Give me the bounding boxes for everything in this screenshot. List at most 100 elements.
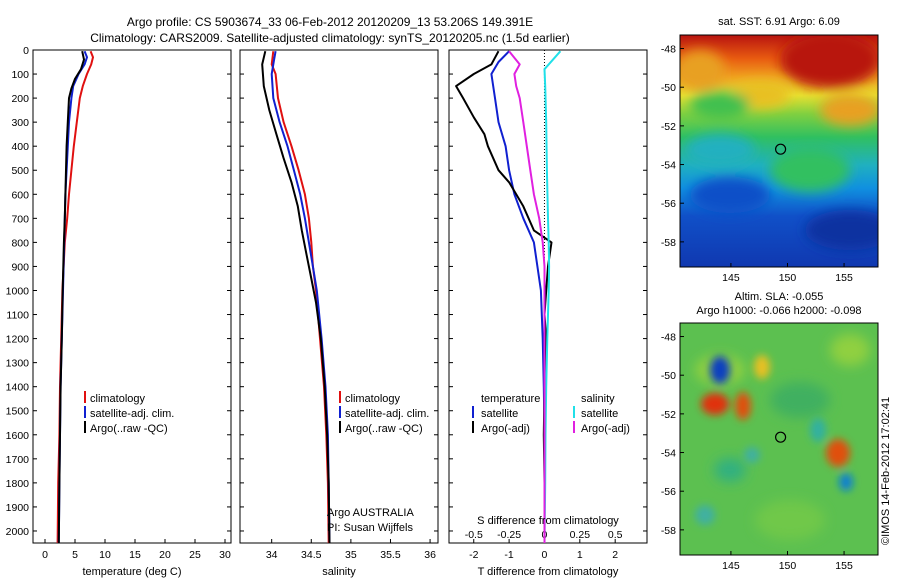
map-y-tick-label: -48 — [661, 332, 676, 344]
y-tick-label: 700 — [11, 213, 29, 225]
x-tick-label: 0 — [542, 549, 548, 561]
x-tick-label: 5 — [72, 549, 78, 561]
series-line-s-satellite — [543, 50, 562, 544]
legend-label-s-satellite: satellite — [581, 408, 618, 420]
map-y-tick-label: -54 — [661, 160, 676, 172]
sla-map-subtitle: Argo h1000: -0.066 h2000: -0.098 — [696, 305, 861, 317]
difference-plot: -2 -1 0 1 2-0.5 -0.25 0 0.25 0.5 — [449, 49, 647, 561]
series-line-t-satellite — [490, 50, 546, 543]
map-x-tick-label: 155 — [835, 560, 853, 572]
map-y-tick-label: -54 — [661, 448, 676, 460]
y-tick-label: 1900 — [6, 502, 30, 514]
top-x-tick-label: 0.25 — [570, 529, 591, 541]
x-tick-label: 36 — [424, 549, 436, 561]
figure-title-line1: Argo profile: CS 5903674_33 06-Feb-2012 … — [127, 15, 533, 29]
legend-label-climatology: climatology — [90, 393, 146, 405]
sst-heatmap — [680, 35, 878, 267]
legend-label-argo: Argo(..raw -QC) — [345, 423, 423, 435]
x-tick-label: 34 — [266, 549, 278, 561]
series-line-satellite-adj-clim — [270, 51, 331, 544]
salinity-xlabel: salinity — [322, 566, 356, 578]
sla-map-axes: 145 150 155 -48 -50 -52 -54 -56 -58 — [661, 332, 853, 572]
series-line-s-argo-adj — [508, 50, 546, 543]
x-tick-label: 35.5 — [380, 549, 401, 561]
salinity-panel: 34 34.5 35 35.5 36 salinity climatology sate… — [239, 49, 439, 578]
y-tick-label: 1500 — [6, 406, 30, 418]
sst-map-frame — [679, 34, 879, 268]
x-tick-label: 34.5 — [301, 549, 322, 561]
x-tick-label: -1 — [504, 549, 513, 561]
x-tick-label: 35 — [345, 549, 357, 561]
map-y-tick-label: -58 — [661, 525, 676, 537]
map-x-tick-label: 155 — [835, 272, 853, 284]
x-tick-label: 15 — [129, 549, 141, 561]
y-tick-label: 1200 — [6, 334, 30, 346]
y-tick-label: 200 — [11, 93, 29, 105]
legend-label-satellite: satellite-adj. clim. — [90, 408, 174, 420]
map-x-tick-label: 150 — [779, 272, 797, 284]
map-y-tick-label: -50 — [661, 82, 676, 94]
sla-map-panel: Altim. SLA: -0.055 Argo h1000: -0.066 h2… — [661, 291, 879, 572]
y-tick-label: 0 — [23, 45, 29, 57]
top-x-tick-label: 0.5 — [608, 529, 623, 541]
x-tick-label: 0 — [42, 549, 48, 561]
salinity-axes-frame — [239, 49, 439, 544]
sst-map-panel: sat. SST: 6.91 Argo: 6.09 145 150 155 -48 -5… — [661, 16, 879, 284]
legend-label-s-argo: Argo(-adj) — [581, 423, 630, 435]
map-y-tick-label: -48 — [661, 44, 676, 56]
legend-title-temperature: temperature — [481, 393, 540, 405]
legend-label-t-argo: Argo(-adj) — [481, 423, 530, 435]
legend-label-argo: Argo(..raw -QC) — [90, 423, 168, 435]
map-x-tick-label: 145 — [722, 560, 740, 572]
sst-map-axes: 145 150 155 -48 -50 -52 -54 -56 -58 — [661, 44, 853, 284]
top-x-tick-label: -0.25 — [497, 529, 521, 541]
x-tick-label: 20 — [159, 549, 171, 561]
map-y-tick-label: -52 — [661, 409, 676, 421]
x-tick-label: 2 — [612, 549, 618, 561]
difference-legend: temperature satellite Argo(-adj) salinit… — [472, 393, 630, 435]
difference-axes-frame — [448, 49, 648, 544]
y-tick-label: 400 — [11, 141, 29, 153]
temperature-panel: 0100200300400500600700800900100011001200… — [6, 45, 232, 578]
y-tick-label: 800 — [11, 237, 29, 249]
difference-xlabel: T difference from climatology — [478, 566, 619, 578]
map-x-tick-label: 145 — [722, 272, 740, 284]
y-tick-label: 1300 — [6, 358, 30, 370]
imos-credit: ©IMOS 14-Feb-2012 17:02:41 — [880, 397, 892, 545]
series-line-argo-raw-qc — [261, 50, 331, 544]
y-tick-label: 1600 — [6, 430, 30, 442]
legend-title-salinity: salinity — [581, 393, 615, 405]
series-line-argo-raw-qc — [57, 50, 85, 544]
y-tick-label: 1700 — [6, 454, 30, 466]
sla-map-title: Altim. SLA: -0.055 — [735, 291, 824, 303]
y-tick-label: 2000 — [6, 526, 30, 538]
x-tick-label: -2 — [469, 549, 478, 561]
x-tick-label: 25 — [189, 549, 201, 561]
legend-label-satellite: satellite-adj. clim. — [345, 408, 429, 420]
x-tick-label: 30 — [219, 549, 231, 561]
float-pi-annotation: PI: Susan Wijffels — [327, 522, 413, 534]
y-tick-label: 1000 — [6, 285, 30, 297]
x-tick-label: 1 — [577, 549, 583, 561]
sla-map-frame — [679, 322, 879, 556]
map-y-tick-label: -56 — [661, 198, 676, 210]
float-owner-annotation: Argo AUSTRALIA — [327, 507, 414, 519]
map-y-tick-label: -52 — [661, 121, 676, 133]
temperature-xlabel: temperature (deg C) — [82, 566, 181, 578]
top-x-tick-label: -0.5 — [465, 529, 483, 541]
y-tick-label: 900 — [11, 261, 29, 273]
temperature-plot: 0100200300400500600700800900100011001200… — [6, 45, 231, 561]
salinity-plot: 34 34.5 35 35.5 36 — [240, 49, 438, 561]
sst-argo-location-marker — [774, 143, 787, 155]
y-tick-label: 300 — [11, 117, 29, 129]
temperature-axes-frame — [32, 49, 232, 544]
difference-panel: -2 -1 0 1 2-0.5 -0.25 0 0.25 0.5 T difference fr… — [448, 49, 648, 578]
difference-top-xlabel: S difference from climatology — [477, 515, 619, 527]
map-y-tick-label: -50 — [661, 370, 676, 382]
y-tick-label: 1100 — [6, 310, 29, 322]
sst-map-title: sat. SST: 6.91 Argo: 6.09 — [718, 16, 840, 28]
map-y-tick-label: -56 — [661, 486, 676, 498]
map-x-tick-label: 150 — [779, 560, 797, 572]
legend-label-climatology: climatology — [345, 393, 401, 405]
